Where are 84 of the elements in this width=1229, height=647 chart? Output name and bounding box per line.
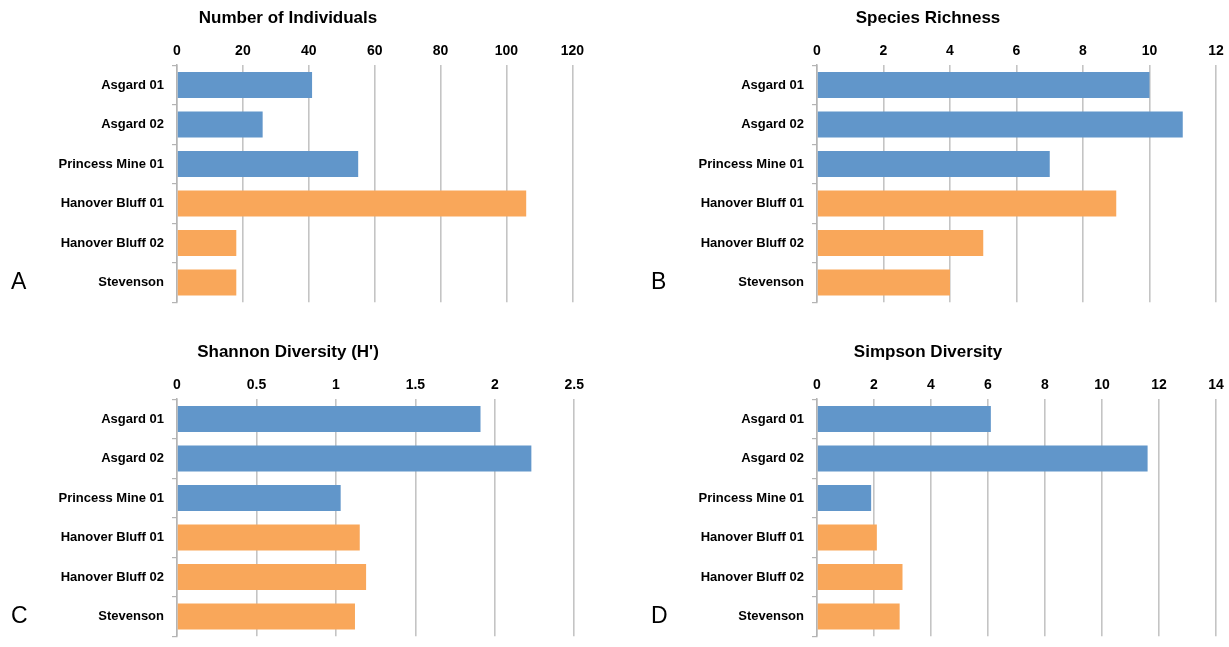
bar [817,71,1150,98]
y-tick-label: Asgard 02 [101,450,164,466]
bar [177,111,263,138]
bar [177,269,237,296]
x-tick-label: 0 [813,375,822,392]
text: D [651,602,668,628]
bar [177,484,341,511]
x-tick-label: 4 [946,41,955,58]
x-tick-label: 1 [332,375,341,392]
x-tick-label: 20 [235,41,251,58]
x-tick-label: 12 [1208,41,1224,58]
bar [177,190,527,217]
y-tick-label: Asgard 02 [741,116,804,132]
y-tick-label: Asgard 01 [101,410,164,426]
bar [177,405,481,432]
bar [817,484,872,511]
y-tick-label: Hanover Bluff 02 [60,234,164,250]
text: C [11,602,28,628]
x-tick-label: 0 [173,41,182,58]
bar [817,524,877,551]
y-tick-label: Asgard 02 [101,116,164,132]
y-tick-label: Asgard 02 [741,450,804,466]
y-tick-label: Stevenson [98,608,165,624]
chart-title: Species Richness [855,7,1001,27]
y-tick-label: Asgard 01 [741,410,804,426]
bar [817,603,900,630]
bar [177,71,313,98]
chart-title: Number of Individuals [198,7,378,27]
y-tick-label: Hanover Bluff 02 [700,234,804,250]
bar [817,405,991,432]
x-tick-label: 10 [1094,375,1110,392]
x-tick-label: 2 [879,41,888,58]
y-tick-label: Princess Mine 01 [698,489,804,505]
x-tick-label: 0.5 [246,375,267,392]
bar [177,524,360,551]
x-tick-label: 1.5 [405,375,426,392]
y-tick-label: Stevenson [98,274,165,290]
x-tick-label: 80 [432,41,449,58]
x-tick-label: 14 [1208,375,1224,392]
bar [177,603,355,630]
y-tick-label: Princess Mine 01 [58,155,164,171]
bar [177,563,367,590]
y-tick-label: Asgard 01 [101,76,164,92]
text: A [11,268,27,294]
x-tick-label: 2.5 [564,375,585,392]
bar [817,563,903,590]
bar [817,229,984,256]
bar [817,269,950,296]
x-tick-label: 4 [927,375,936,392]
bar [177,229,237,256]
x-tick-label: 40 [300,41,317,58]
y-tick-label: Hanover Bluff 02 [700,568,804,584]
bar [177,150,359,177]
bar [817,190,1117,217]
x-tick-label: 8 [1041,375,1050,392]
x-tick-label: 2 [490,375,499,392]
bar [817,111,1183,138]
x-tick-label: 6 [1012,41,1021,58]
x-tick-label: 0 [173,375,182,392]
bar [817,445,1148,472]
y-tick-label: Princess Mine 01 [58,489,164,505]
x-tick-label: 2 [870,375,879,392]
y-tick-label: Hanover Bluff 02 [60,568,164,584]
y-tick-label: Asgard 01 [741,76,804,92]
y-tick-label: Hanover Bluff 01 [60,529,164,545]
y-tick-label: Hanover Bluff 01 [700,195,804,211]
y-tick-label: Stevenson [738,274,805,290]
bar [177,445,532,472]
x-tick-label: 8 [1079,41,1088,58]
bar [817,150,1050,177]
x-tick-label: 6 [984,375,993,392]
x-tick-label: 12 [1151,375,1167,392]
chart-title: Shannon Diversity (H') [197,341,379,361]
x-tick-label: 0 [813,41,822,58]
y-tick-label: Stevenson [738,608,805,624]
x-tick-label: 60 [366,41,383,58]
text: B [651,268,667,294]
y-tick-label: Princess Mine 01 [698,155,804,171]
x-tick-label: 100 [494,41,519,58]
x-tick-label: 120 [560,41,585,58]
y-tick-label: Hanover Bluff 01 [60,195,164,211]
x-tick-label: 10 [1141,41,1158,58]
y-tick-label: Hanover Bluff 01 [700,529,804,545]
chart-title: Simpson Diversity [853,341,1003,361]
